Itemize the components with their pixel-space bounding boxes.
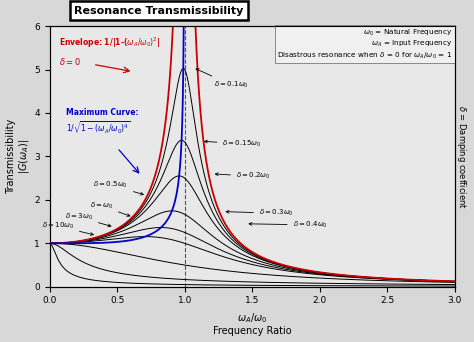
Text: Envelope: 1/|1-($\omega_A/\omega_0)^2$|: Envelope: 1/|1-($\omega_A/\omega_0)^2$| bbox=[59, 35, 160, 50]
Text: Maximum Curve:
$1/\sqrt{1-(\omega_A/\omega_0)^4}$: Maximum Curve: $1/\sqrt{1-(\omega_A/\ome… bbox=[66, 108, 138, 136]
Text: $\delta = 0.2\omega_0$: $\delta = 0.2\omega_0$ bbox=[215, 171, 270, 181]
Y-axis label: Transmissibility
$|G(\omega_A)|$: Transmissibility $|G(\omega_A)|$ bbox=[6, 119, 31, 194]
Text: $\delta = 0$: $\delta = 0$ bbox=[59, 56, 81, 67]
Text: $\delta = 0.5\omega_0$: $\delta = 0.5\omega_0$ bbox=[93, 180, 143, 195]
Text: Resonance Transmissibility: Resonance Transmissibility bbox=[74, 6, 244, 16]
Y-axis label: $\delta$ = Damping coefficient: $\delta$ = Damping coefficient bbox=[456, 105, 468, 208]
X-axis label: $\omega_A / \omega_0$
Frequency Ratio: $\omega_A / \omega_0$ Frequency Ratio bbox=[213, 311, 292, 337]
Text: $\omega_0$ = Natural Frequency
$\omega_A$ = Input Frequency
Disastrous resonance: $\omega_0$ = Natural Frequency $\omega_A… bbox=[277, 27, 453, 61]
Text: $\delta = 0.1\omega_0$: $\delta = 0.1\omega_0$ bbox=[196, 69, 249, 90]
Text: $\delta = 0.4\omega_0$: $\delta = 0.4\omega_0$ bbox=[249, 220, 328, 230]
Text: $\delta = 3\omega_0$: $\delta = 3\omega_0$ bbox=[65, 212, 111, 227]
Text: $\delta = 0.15\omega_0$: $\delta = 0.15\omega_0$ bbox=[205, 139, 262, 149]
Text: $\delta = 10\omega_0$: $\delta = 10\omega_0$ bbox=[42, 221, 93, 235]
Text: $\delta = \omega_0$: $\delta = \omega_0$ bbox=[90, 201, 130, 216]
Text: $\delta = 0.3\omega_0$: $\delta = 0.3\omega_0$ bbox=[226, 208, 293, 218]
